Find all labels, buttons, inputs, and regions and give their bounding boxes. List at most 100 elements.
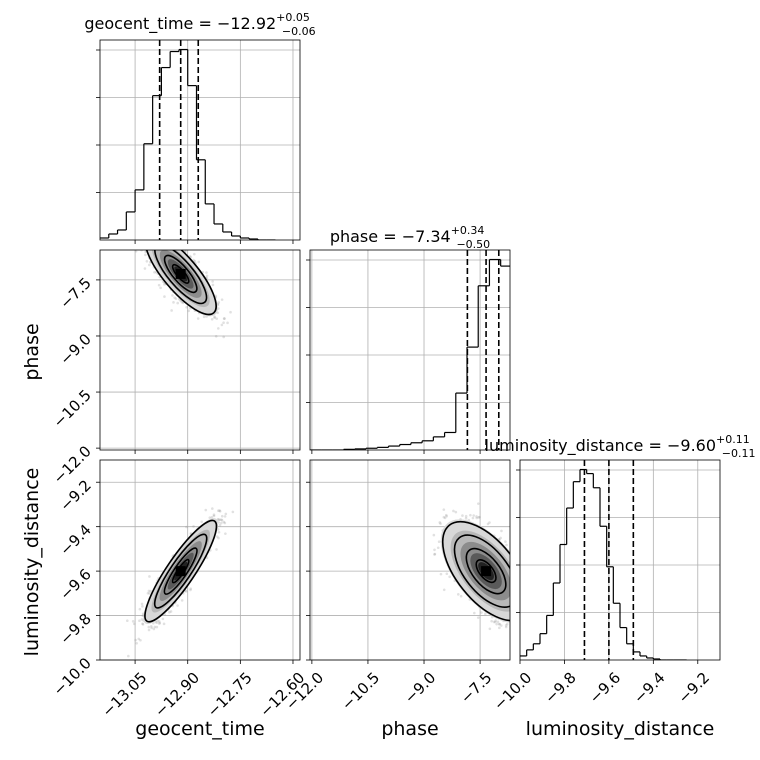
scatter-point bbox=[211, 507, 214, 510]
scatter-point bbox=[180, 599, 184, 602]
y-ticks-density bbox=[306, 259, 310, 403]
y-ticks-density bbox=[516, 469, 520, 613]
scatter-point bbox=[218, 509, 221, 512]
scatter-point bbox=[120, 215, 123, 218]
scatter-point bbox=[127, 654, 130, 658]
scatter-point bbox=[169, 241, 172, 244]
scatter-phase-vs-geocent-time-panel: −12.0 −10.5 −9.0 −7.5 bbox=[50, 208, 301, 487]
scatter-point bbox=[525, 578, 528, 581]
scatter-point bbox=[220, 514, 224, 518]
scatter-point bbox=[163, 295, 166, 298]
scatter-point bbox=[499, 536, 502, 540]
y-tick-label: −9.0 bbox=[56, 330, 94, 368]
scatter-point bbox=[152, 242, 155, 245]
scatter-point bbox=[516, 582, 519, 585]
scatter-point bbox=[492, 620, 496, 624]
scatter-point bbox=[533, 614, 536, 617]
scatter-point bbox=[172, 301, 175, 304]
scatter-point bbox=[132, 223, 135, 226]
scatter-point bbox=[158, 621, 162, 625]
scatter-point bbox=[433, 553, 436, 556]
scatter-point bbox=[147, 628, 151, 632]
scatter-point bbox=[134, 638, 137, 642]
scatter-point bbox=[439, 522, 442, 525]
scatter-point bbox=[529, 577, 532, 580]
scatter-point bbox=[160, 246, 163, 249]
scatter-point bbox=[124, 208, 127, 211]
scatter-point bbox=[147, 589, 151, 593]
scatter-point bbox=[486, 522, 490, 526]
scatter-point bbox=[510, 575, 513, 578]
scatter-point bbox=[498, 626, 501, 630]
scatter-point bbox=[510, 586, 513, 589]
y-tick-label: −9.6 bbox=[56, 565, 94, 603]
scatter-point bbox=[161, 617, 165, 621]
scatter-point bbox=[174, 244, 177, 247]
scatter-point bbox=[144, 245, 147, 248]
scatter-point bbox=[521, 596, 524, 599]
scatter-point bbox=[162, 235, 165, 238]
scatter-point bbox=[516, 584, 519, 587]
scatter-point bbox=[215, 317, 219, 320]
scatter-point bbox=[497, 622, 501, 626]
scatter-point bbox=[521, 584, 524, 587]
scatter-point bbox=[533, 662, 536, 665]
scatter-point bbox=[173, 242, 176, 245]
scatter-point bbox=[510, 598, 513, 601]
scatter-point bbox=[217, 327, 220, 330]
title-luminosity-distance-text: luminosity_distance = −9.60 bbox=[485, 436, 716, 456]
scatter-point bbox=[540, 600, 543, 603]
scatter-point bbox=[173, 296, 176, 299]
scatter-point bbox=[452, 509, 455, 513]
scatter-point bbox=[156, 222, 159, 225]
scatter-point bbox=[217, 509, 220, 513]
scatter-point bbox=[187, 309, 190, 313]
scatter-point bbox=[527, 619, 530, 622]
scatter-point bbox=[181, 301, 185, 305]
scatter-point bbox=[220, 521, 223, 525]
scatter-point bbox=[138, 243, 141, 246]
scatter-point bbox=[184, 250, 187, 253]
scatter-point bbox=[436, 546, 440, 550]
scatter-point bbox=[432, 533, 436, 537]
svg-text:luminosity_distance = −9.60+0.: luminosity_distance = −9.60+0.11 −0.11 bbox=[485, 433, 756, 460]
scatter-point bbox=[517, 632, 520, 635]
scatter-point bbox=[149, 231, 152, 234]
scatter-point bbox=[459, 594, 463, 598]
scatter-point bbox=[223, 317, 226, 320]
scatter-point bbox=[157, 242, 160, 245]
scatter-point bbox=[143, 267, 147, 270]
scatter-point bbox=[511, 584, 514, 587]
scatter-point bbox=[166, 235, 169, 238]
contour-line bbox=[475, 559, 497, 584]
scatter-point bbox=[477, 516, 480, 519]
title-geocent-time: geocent_time = −12.92+0.05 −0.06 bbox=[84, 11, 315, 38]
scatter-point bbox=[512, 589, 515, 592]
scatter-point bbox=[523, 609, 526, 612]
scatter-point bbox=[504, 624, 508, 627]
scatter-point bbox=[524, 629, 527, 632]
scatter-point bbox=[145, 235, 148, 238]
scatter-point bbox=[498, 622, 501, 626]
scatter-point bbox=[139, 638, 142, 642]
scatter-point bbox=[161, 228, 164, 231]
contour-line bbox=[163, 547, 198, 595]
scatter-point bbox=[204, 508, 208, 512]
scatter-point bbox=[160, 245, 163, 248]
scatter-point bbox=[202, 315, 206, 319]
scatter-point bbox=[155, 621, 159, 625]
scatter-point bbox=[188, 254, 192, 258]
scatter-point bbox=[172, 244, 175, 247]
histogram-phase bbox=[310, 250, 510, 450]
scatter-point bbox=[138, 619, 141, 622]
contour-line bbox=[144, 250, 217, 316]
xlabel-luminosity-distance: luminosity_distance bbox=[526, 718, 715, 740]
xlabel-geocent-time: geocent_time bbox=[135, 718, 264, 740]
scatter-point bbox=[141, 605, 144, 608]
scatter-point bbox=[223, 521, 227, 525]
y-ticks-density bbox=[96, 49, 100, 193]
scatter-point bbox=[152, 232, 155, 235]
scatter-point bbox=[464, 514, 468, 518]
scatter-point bbox=[527, 614, 530, 617]
